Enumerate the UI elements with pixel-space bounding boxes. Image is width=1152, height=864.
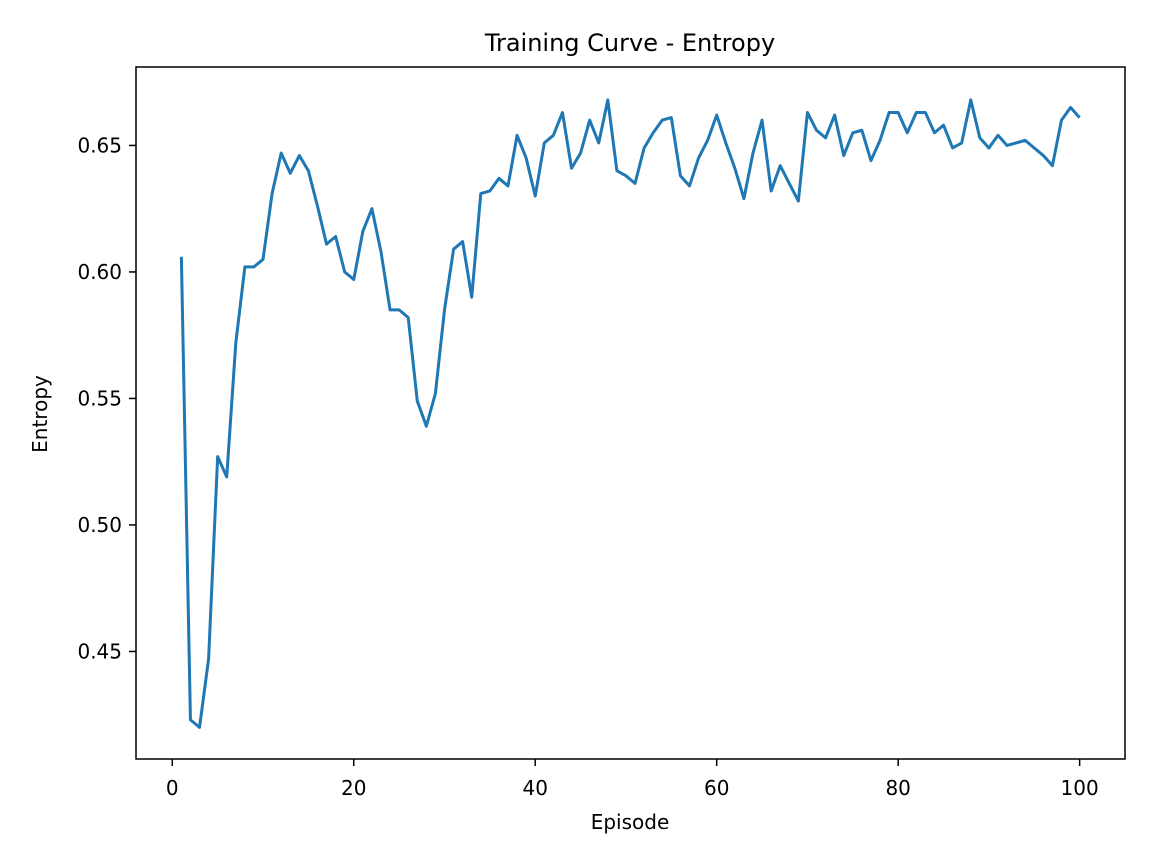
- y-tick-label: 0.65: [77, 133, 122, 157]
- plot-area-frame: [135, 66, 1126, 760]
- x-tick-label: 40: [523, 776, 548, 800]
- y-tick-label: 0.55: [77, 386, 122, 410]
- x-tick-label: 0: [166, 776, 179, 800]
- y-axis: 0.45 0.50 0.55 0.60 0.65: [77, 133, 136, 663]
- x-tick-label: 20: [341, 776, 366, 800]
- y-axis-label: Entropy: [28, 375, 52, 453]
- x-tick-label: 100: [1061, 776, 1099, 800]
- x-axis-label: Episode: [591, 810, 670, 834]
- y-tick-label: 0.45: [77, 639, 122, 663]
- y-tick-label: 0.50: [77, 513, 122, 537]
- x-axis: 0 20 40 60 80 100: [166, 759, 1099, 800]
- entropy-series-line: [179, 98, 1081, 729]
- chart-title: Training Curve - Entropy: [484, 29, 775, 57]
- x-tick-label: 80: [885, 776, 910, 800]
- y-tick-label: 0.60: [77, 260, 122, 284]
- x-tick-label: 60: [704, 776, 729, 800]
